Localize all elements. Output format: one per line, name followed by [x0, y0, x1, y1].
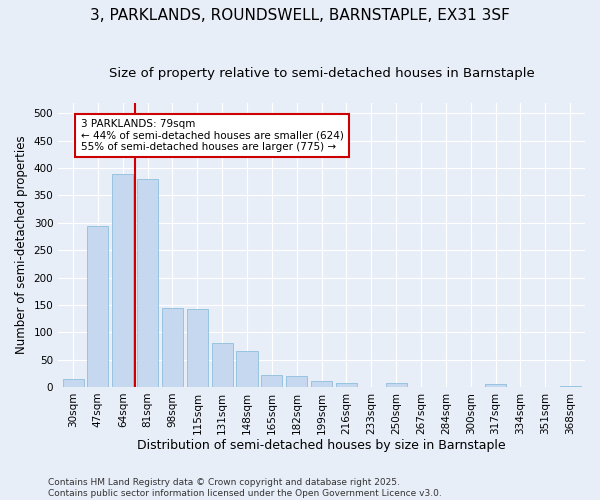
Bar	[62, 379, 83, 387]
Text: 3 PARKLANDS: 79sqm
← 44% of semi-detached houses are smaller (624)
55% of semi-d: 3 PARKLANDS: 79sqm ← 44% of semi-detache…	[80, 119, 343, 152]
Y-axis label: Number of semi-detached properties: Number of semi-detached properties	[15, 136, 28, 354]
Bar	[88, 226, 109, 387]
Bar	[560, 386, 581, 387]
Bar	[236, 352, 257, 387]
Bar	[162, 308, 183, 387]
Text: 3, PARKLANDS, ROUNDSWELL, BARNSTAPLE, EX31 3SF: 3, PARKLANDS, ROUNDSWELL, BARNSTAPLE, EX…	[90, 8, 510, 22]
Bar	[386, 383, 407, 387]
Title: Size of property relative to semi-detached houses in Barnstaple: Size of property relative to semi-detach…	[109, 68, 535, 80]
Bar	[137, 179, 158, 387]
Text: Contains HM Land Registry data © Crown copyright and database right 2025.
Contai: Contains HM Land Registry data © Crown c…	[48, 478, 442, 498]
Bar	[485, 384, 506, 387]
Bar	[336, 383, 357, 387]
Bar	[212, 343, 233, 387]
Bar	[311, 382, 332, 387]
X-axis label: Distribution of semi-detached houses by size in Barnstaple: Distribution of semi-detached houses by …	[137, 440, 506, 452]
Bar	[112, 174, 133, 387]
Bar	[187, 308, 208, 387]
Bar	[286, 376, 307, 387]
Bar	[262, 375, 283, 387]
